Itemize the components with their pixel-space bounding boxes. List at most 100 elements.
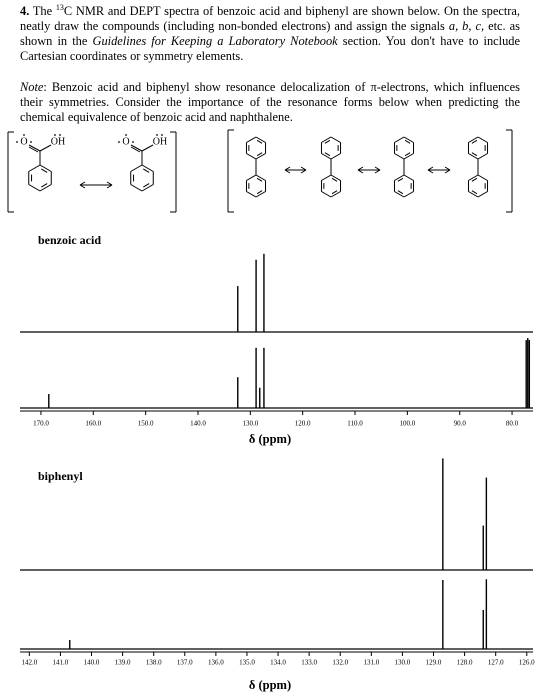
bond xyxy=(130,144,143,152)
x-tick-label: 141.0 xyxy=(53,659,69,667)
bond xyxy=(256,177,263,182)
question-text: The xyxy=(29,4,56,18)
x-tick-label: 150.0 xyxy=(138,420,154,428)
bond xyxy=(300,166,307,171)
bond xyxy=(246,153,257,160)
bond xyxy=(331,177,338,182)
x-tick-label: 140.0 xyxy=(190,420,206,428)
bond xyxy=(28,146,39,153)
x-tick-label: 90.0 xyxy=(454,420,467,428)
question-text: section. You don't have to include Carte… xyxy=(20,34,520,63)
bond xyxy=(394,191,405,198)
bond xyxy=(427,169,434,174)
bond xyxy=(477,153,488,160)
x-tick-label: 140.0 xyxy=(84,659,100,667)
bond xyxy=(403,153,414,160)
bond xyxy=(106,184,113,189)
bond xyxy=(39,164,52,172)
x-axis-label: δ (ppm) xyxy=(249,678,291,692)
question: 4. The 13C NMR and DEPT spectra of benzo… xyxy=(20,3,520,64)
bond xyxy=(255,153,266,160)
bond xyxy=(141,144,154,152)
bond xyxy=(394,174,405,181)
bond xyxy=(331,190,338,195)
bond xyxy=(130,164,143,172)
bond xyxy=(28,184,41,192)
bond xyxy=(143,183,150,188)
x-tick-label: 138.0 xyxy=(146,659,162,667)
bond xyxy=(79,184,86,189)
bond xyxy=(394,136,405,143)
lone-pair-dot xyxy=(156,134,158,136)
question-italic: a, b, c, xyxy=(448,19,485,33)
atom-label: O xyxy=(122,136,129,147)
note-label: Note xyxy=(20,80,44,94)
bond xyxy=(39,184,52,192)
bond xyxy=(321,174,332,181)
x-tick-label: 126.0 xyxy=(519,659,535,667)
lone-pair-dot xyxy=(54,134,56,136)
bond xyxy=(130,146,141,153)
x-tick-label: 142.0 xyxy=(21,659,37,667)
bond xyxy=(471,139,478,144)
x-tick-label: 135.0 xyxy=(239,659,255,667)
bond xyxy=(404,152,411,157)
x-tick-label: 137.0 xyxy=(177,659,193,667)
x-tick-label: 139.0 xyxy=(115,659,131,667)
x-tick-label: 134.0 xyxy=(270,659,286,667)
bond xyxy=(141,164,154,172)
bond xyxy=(246,136,257,143)
bond xyxy=(256,190,263,195)
bond xyxy=(477,136,488,143)
bond xyxy=(471,177,478,182)
bond xyxy=(357,169,364,174)
x-tick-label: 128.0 xyxy=(457,659,473,667)
bond xyxy=(255,191,266,198)
bond xyxy=(471,190,478,195)
atom-label: OH xyxy=(51,136,65,147)
lone-pair-dot xyxy=(16,141,18,143)
question-italic: Guidelines for Keeping a Laboratory Note… xyxy=(92,34,338,48)
lone-pair-dot xyxy=(118,141,120,143)
bond xyxy=(256,152,263,157)
x-tick-label: 131.0 xyxy=(363,659,379,667)
question-text: etc. as shown in the xyxy=(20,19,520,48)
x-tick-label: 132.0 xyxy=(332,659,348,667)
spectrum-title: biphenyl xyxy=(38,469,83,483)
x-tick-label: 130.0 xyxy=(395,659,411,667)
bond xyxy=(403,174,414,181)
lone-pair-dot xyxy=(132,141,134,143)
spectrum-title: benzoic acid xyxy=(38,233,101,247)
bond xyxy=(130,184,143,192)
bond xyxy=(284,169,291,174)
x-tick-label: 136.0 xyxy=(208,659,224,667)
lone-pair-dot xyxy=(23,134,25,136)
x-tick-label: 130.0 xyxy=(242,420,258,428)
x-tick-label: 100.0 xyxy=(399,420,415,428)
bond xyxy=(255,136,266,143)
lone-pair-dot xyxy=(125,134,127,136)
x-axis-label: δ (ppm) xyxy=(249,432,291,446)
atom-label: OH xyxy=(153,136,167,147)
bond xyxy=(330,153,341,160)
x-tick-label: 160.0 xyxy=(85,420,101,428)
bond xyxy=(106,181,113,186)
lone-pair-dot xyxy=(30,141,32,143)
bond xyxy=(468,153,479,160)
bond xyxy=(403,191,414,198)
bond xyxy=(477,174,488,181)
bond xyxy=(39,144,52,152)
lone-pair-dot xyxy=(59,134,61,136)
bond xyxy=(477,191,488,198)
note: Note: Benzoic acid and biphenyl show res… xyxy=(20,80,520,125)
bond xyxy=(404,139,411,144)
x-tick-label: 127.0 xyxy=(488,659,504,667)
bond xyxy=(300,169,307,174)
bond xyxy=(246,191,257,198)
x-tick-label: 120.0 xyxy=(295,420,311,428)
bond xyxy=(471,152,478,157)
x-tick-label: 170.0 xyxy=(33,420,49,428)
bond xyxy=(330,191,341,198)
x-tick-label: 133.0 xyxy=(301,659,317,667)
